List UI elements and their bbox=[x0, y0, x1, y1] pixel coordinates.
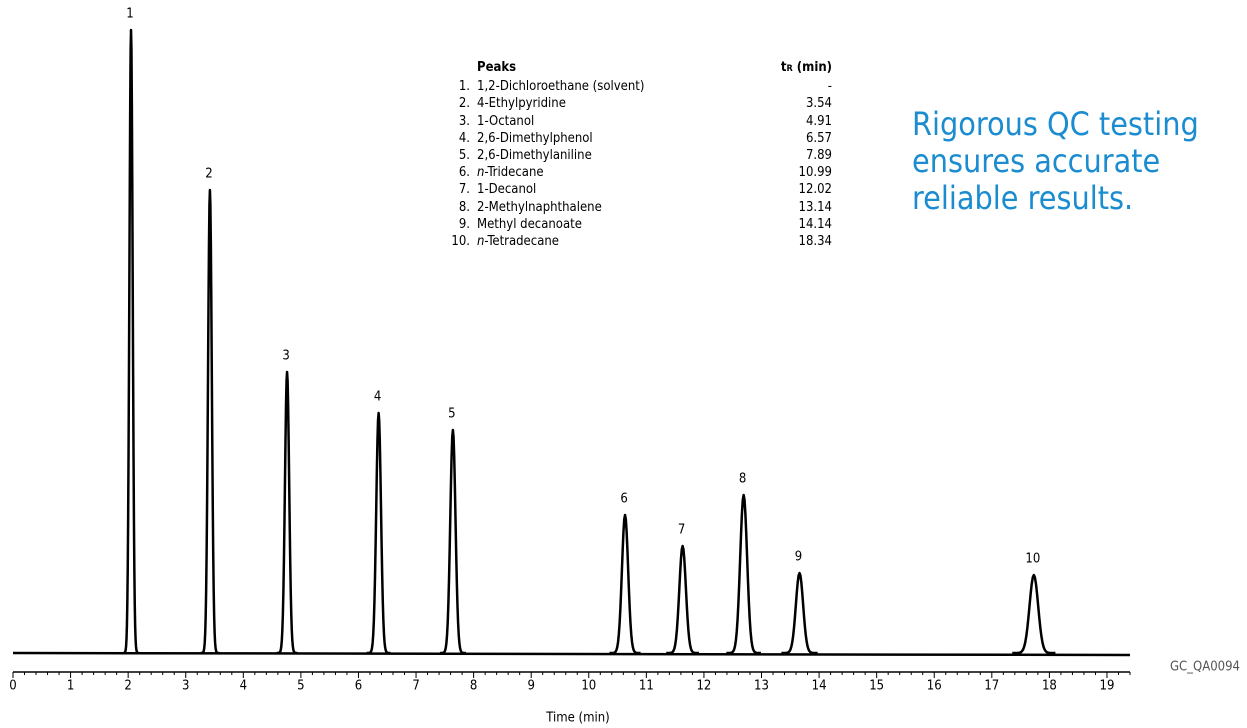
legend-row: 10. n-Tetradecane 18.34 bbox=[440, 233, 832, 250]
peak-label: 6 bbox=[620, 492, 627, 507]
legend-retention-time: 6.57 bbox=[805, 130, 832, 146]
legend-number: 3. bbox=[458, 113, 470, 129]
peak-label: 8 bbox=[739, 472, 746, 487]
legend-retention-time: 7.89 bbox=[805, 148, 832, 164]
legend-retention-time: 13.14 bbox=[798, 199, 832, 215]
peak-label: 1 bbox=[126, 7, 133, 22]
peak bbox=[609, 513, 642, 655]
x-tick-label: 3 bbox=[182, 679, 189, 694]
legend-retention-time: 10.99 bbox=[798, 165, 832, 181]
legend-retention-time: - bbox=[827, 79, 832, 95]
legend-retention-time: 4.91 bbox=[805, 113, 832, 129]
peak-label: 4 bbox=[374, 390, 381, 405]
legend-number: 6. bbox=[458, 165, 470, 181]
legend-compound: 1-Octanol bbox=[477, 113, 535, 129]
legend-retention-time: 14.14 bbox=[798, 216, 832, 232]
x-tick-label: 10 bbox=[581, 679, 596, 694]
legend-number: 5. bbox=[458, 148, 470, 164]
slogan-line: reliable results. bbox=[912, 179, 1134, 217]
legend-number: 1. bbox=[458, 79, 470, 95]
legend-title: Peaks bbox=[477, 60, 517, 75]
x-tick-label: 8 bbox=[470, 679, 477, 694]
legend-row: 9. Methyl decanoate 14.14 bbox=[440, 216, 832, 233]
peak-label: 3 bbox=[282, 349, 289, 364]
peak bbox=[275, 370, 299, 655]
legend-compound: 2,6-Dimethylphenol bbox=[477, 130, 593, 146]
x-tick-label: 0 bbox=[9, 679, 16, 694]
legend-row: 2. 4-Ethylpyridine 3.54 bbox=[440, 95, 832, 112]
x-tick-label: 2 bbox=[124, 679, 131, 694]
legend-compound: n-Tridecane bbox=[477, 165, 544, 181]
baseline bbox=[12, 651, 1131, 657]
x-tick-label: 11 bbox=[639, 679, 654, 694]
x-tick-label: 7 bbox=[412, 679, 419, 694]
legend-header: Peaks tR (min) bbox=[440, 59, 832, 78]
legend-number: 7. bbox=[458, 182, 470, 198]
legend-row: 6. n-Tridecane 10.99 bbox=[440, 164, 832, 181]
x-tick-label: 9 bbox=[527, 679, 534, 694]
legend-compound: Methyl decanoate bbox=[477, 216, 582, 232]
peak bbox=[366, 411, 392, 655]
legend-retention-time: 3.54 bbox=[805, 96, 832, 112]
legend-number: 10. bbox=[451, 234, 470, 250]
peak-label: 9 bbox=[795, 550, 802, 565]
legend-number: 4. bbox=[458, 130, 470, 146]
legend-row: 3. 1-Octanol 4.91 bbox=[440, 113, 832, 130]
x-tick-label: 15 bbox=[869, 679, 884, 694]
legend-number: 8. bbox=[458, 199, 470, 215]
x-tick-label: 17 bbox=[984, 679, 999, 694]
x-tick-label: 12 bbox=[696, 679, 711, 694]
peak bbox=[665, 544, 700, 655]
peak-label: 5 bbox=[448, 407, 455, 422]
peak bbox=[1012, 573, 1056, 655]
peak bbox=[781, 571, 818, 655]
peak-label: 10 bbox=[1025, 552, 1040, 567]
slogan-line: Rigorous QC testing bbox=[912, 105, 1199, 143]
x-tick-label: 13 bbox=[754, 679, 769, 694]
peak bbox=[439, 428, 467, 655]
legend-compound: 1,2-Dichloroethane (solvent) bbox=[477, 79, 645, 95]
figure-code: GC_QA0094 bbox=[1170, 660, 1240, 675]
x-tick-label: 14 bbox=[812, 679, 827, 694]
legend-compound: 2,6-Dimethylaniline bbox=[477, 148, 592, 164]
peak bbox=[121, 28, 141, 655]
legend-retention-time: 18.34 bbox=[798, 234, 832, 250]
legend-number: 2. bbox=[458, 96, 470, 112]
legend-compound: 4-Ethylpyridine bbox=[477, 96, 566, 112]
x-tick-label: 6 bbox=[355, 679, 362, 694]
peak bbox=[199, 188, 221, 655]
legend-row: 4. 2,6-Dimethylphenol 6.57 bbox=[440, 130, 832, 147]
x-tick-label: 16 bbox=[927, 679, 942, 694]
legend-row: 7. 1-Decanol 12.02 bbox=[440, 181, 832, 198]
legend-row: 1. 1,2-Dichloroethane (solvent) - bbox=[440, 78, 832, 95]
x-tick-label: 19 bbox=[1100, 679, 1115, 694]
slogan: Rigorous QC testing ensures accurate relia… bbox=[912, 106, 1199, 217]
x-tick-label: 1 bbox=[67, 679, 74, 694]
slogan-line: ensures accurate bbox=[912, 142, 1161, 180]
legend-retention-time: 12.02 bbox=[798, 182, 832, 198]
legend-compound: 2-Methylnaphthalene bbox=[477, 199, 602, 215]
x-axis-label: Time (min) bbox=[545, 711, 609, 726]
legend-row: 8. 2-Methylnaphthalene 13.14 bbox=[440, 199, 832, 216]
peak-label: 7 bbox=[678, 523, 685, 538]
legend-compound: 1-Decanol bbox=[477, 182, 537, 198]
legend-compound: n-Tetradecane bbox=[477, 234, 559, 250]
legend-row: 5. 2,6-Dimethylaniline 7.89 bbox=[440, 147, 832, 164]
legend-time-header: tR (min) bbox=[780, 60, 832, 75]
legend-number: 9. bbox=[458, 216, 470, 232]
x-tick-label: 4 bbox=[240, 679, 247, 694]
peak bbox=[725, 493, 762, 655]
x-tick-label: 5 bbox=[297, 679, 304, 694]
peak-label: 2 bbox=[205, 167, 212, 182]
peak-legend: Peaks tR (min) 1. 1,2-Dichloroethane (sol… bbox=[440, 59, 832, 250]
x-tick-label: 18 bbox=[1042, 679, 1057, 694]
